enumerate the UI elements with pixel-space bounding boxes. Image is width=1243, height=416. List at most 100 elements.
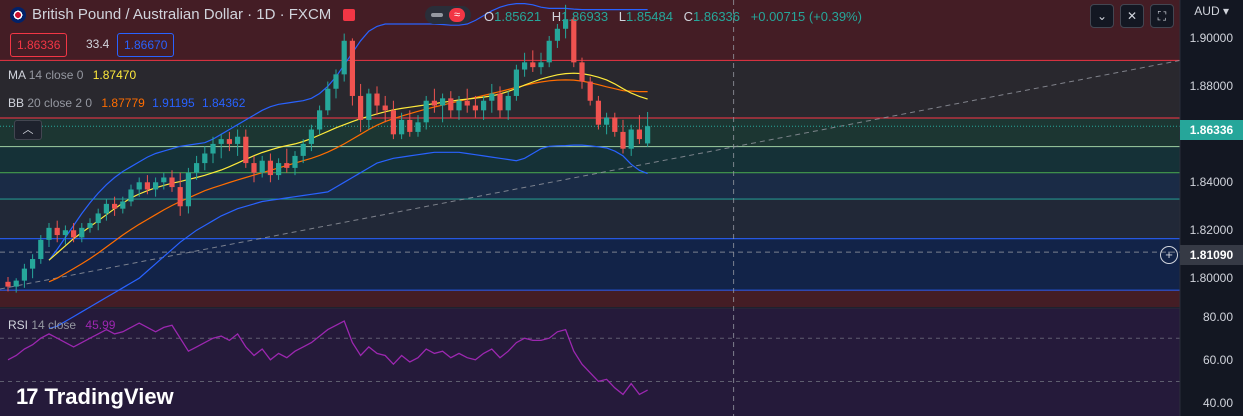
crosshair-price-tag: 1.81090 [1180,245,1243,265]
ohlc-close-value: 1.86336 [693,9,741,24]
candle-body [292,155,298,168]
rsi-value: 45.99 [85,318,116,332]
chevron-down-icon: ▾ [1222,4,1229,18]
candle-body [128,189,134,202]
candle-body [587,81,593,101]
ohlc-open-label: O [484,9,495,24]
ohlc-open-value: 1.85621 [494,9,542,24]
ohlc-high-label: H [551,9,562,24]
candle-body [448,98,454,111]
candle-body [440,98,446,106]
add-alert-icon[interactable]: + [1160,246,1178,264]
candle-body [103,203,109,214]
collapse-legend-button[interactable]: ︿ [14,120,42,140]
tradingview-mark-icon: 17 [16,384,39,409]
ma-legend[interactable]: MA 14 close 0 1.87470 [8,68,136,82]
candle-body [218,139,224,144]
symbol-header[interactable]: British Pound / Australian Dollar · 1D ·… [10,6,356,23]
candle-body [276,163,282,176]
rsi-name: RSI [8,318,29,332]
candle-body [546,40,552,63]
candle-body [300,143,306,156]
price-tick-label: 1.80000 [1189,271,1233,286]
ma-params: 14 close 0 [28,68,84,82]
candle-body [259,160,265,173]
candle-body [267,160,273,176]
candle-body [30,259,36,269]
candle-body [481,100,487,111]
ohlc-close-label: C [683,9,694,24]
fullscreen-button[interactable]: ⛶ [1150,4,1174,28]
change-value: +0.00715 (+0.39%) [750,9,862,24]
price-tick-label: 1.90000 [1189,31,1233,46]
candle-body [431,100,437,106]
candle-body [235,136,241,144]
candle-body [194,163,200,173]
candle-body [358,95,364,120]
candle-body [54,227,60,236]
minus-icon [431,13,443,17]
candle-body [390,110,396,135]
current-price-tag: 1.86336 [1180,120,1243,140]
bb-name: BB [8,96,25,110]
price-zone [0,172,1180,200]
buy-price: 1.86670 [124,38,168,52]
candle-body [399,119,405,135]
candle-body [177,187,183,207]
candle-body [374,93,380,106]
currency-selector[interactable]: AUD ▾ [1194,4,1229,18]
rsi-legend[interactable]: RSI 14 close 45.99 [8,318,115,332]
spread-text: 33.4 [86,37,110,51]
tradingview-wordmark: TradingView [44,384,174,409]
candle-body [628,129,634,149]
candle-body [21,268,27,281]
ma-value: 1.87470 [92,68,137,82]
candle-body [5,281,11,287]
candle-body [308,129,314,144]
candle-body [349,40,355,96]
price-zone [0,290,1180,307]
symbol-title[interactable]: British Pound / Australian Dollar · 1D ·… [32,6,332,23]
ma-name: MA [8,68,26,82]
candle-body [620,131,626,149]
rsi-tick-label: 40.00 [1202,396,1233,411]
candle-body [554,28,560,41]
price-tick-label: 1.84000 [1189,175,1233,190]
currency-label: AUD [1194,4,1220,18]
candle-body [497,93,503,111]
bb-upper-value: 1.91195 [152,96,195,110]
candle-body [144,182,150,190]
compare-toggle[interactable]: ≈ [425,6,471,24]
price-zone [0,146,1180,173]
sell-price: 1.86336 [17,38,61,52]
sell-button[interactable]: 1.86336 [10,33,68,57]
candle-body [185,172,191,207]
crosshair-price-label: 1.81090 [1189,248,1234,262]
buy-button[interactable]: 1.86670 [117,33,175,57]
bb-basis-line [48,79,648,283]
candle-body [530,62,536,68]
rsi-panel-background [0,308,1180,416]
candle-body [325,88,331,111]
candle-body [87,223,93,228]
candle-body [563,19,569,29]
ohlc-values: O1.85621 H1.86933 L1.85484 C1.86336 +0.0… [484,9,869,24]
rsi-line [7,320,648,396]
current-price-label: 1.86336 [1189,123,1234,137]
collapse-button[interactable]: ✕ [1120,4,1144,28]
candle-body [243,136,249,164]
candle-body [169,177,175,188]
bb-legend[interactable]: BB 20 close 2 0 1.87779 1.91195 1.84362 [8,96,245,110]
scroll-down-button[interactable]: ⌄ [1090,4,1114,28]
candle-body [341,40,347,75]
ma-line [48,72,648,261]
price-zone [0,238,1180,291]
candle-body [612,117,618,132]
candle-body [120,201,126,209]
bb-basis-value: 1.87779 [101,96,145,110]
spread-value: 33.4 [80,33,115,55]
candle-body [423,100,429,123]
price-tick-label: 1.82000 [1189,223,1233,238]
